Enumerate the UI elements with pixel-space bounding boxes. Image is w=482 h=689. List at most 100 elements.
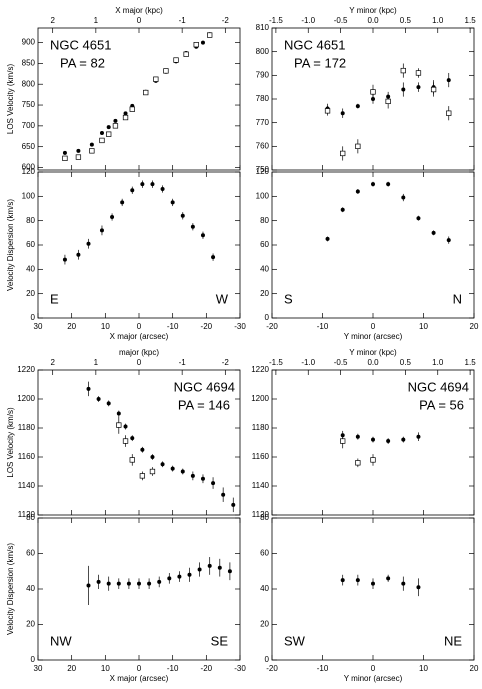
annotation: NGC 4651 [50, 37, 111, 52]
filled-marker [200, 233, 205, 238]
y-tick-label: 810 [256, 23, 270, 32]
top-x-tick-label: 2 [50, 358, 55, 367]
filled-marker [340, 207, 345, 212]
y-tick-label: 100 [22, 191, 36, 200]
x-tick-label: -10 [167, 664, 179, 673]
filled-marker [401, 87, 406, 92]
top-x-tick-label: 1.0 [432, 16, 444, 25]
top-x-tick-label: 0 [137, 16, 142, 25]
top-x-tick-label: 0 [137, 358, 142, 367]
filled-marker [106, 401, 111, 406]
y-tick-label: 80 [260, 513, 269, 522]
top-x-tick-label: -1.5 [269, 16, 283, 25]
x-tick-label: 0 [137, 322, 142, 331]
filled-marker [180, 469, 185, 474]
top-x-axis-label: Y minor (kpc) [349, 348, 397, 357]
x-tick-label: 10 [419, 322, 428, 331]
filled-marker [140, 182, 145, 187]
annotation: PA = 82 [60, 55, 105, 70]
annotation: PA = 146 [178, 397, 230, 412]
annotation: NGC 4651 [284, 37, 345, 52]
x-tick-label: -30 [234, 322, 246, 331]
y-tick-label: 60 [260, 240, 269, 249]
filled-marker [200, 476, 205, 481]
open-marker [129, 106, 135, 112]
filled-marker [371, 182, 375, 187]
filled-marker [227, 569, 232, 574]
y-tick-label: 1140 [252, 481, 270, 490]
x-tick-label: 20 [470, 664, 479, 673]
filled-marker [140, 447, 145, 452]
open-marker [75, 154, 82, 160]
top-x-tick-label: -0.5 [334, 358, 348, 367]
top-x-tick-label: 0.0 [367, 16, 379, 25]
y-axis-label: LOS Velocity (km/s) [6, 407, 15, 478]
open-marker [139, 473, 146, 479]
filled-marker [170, 200, 175, 205]
filled-marker [416, 585, 421, 590]
filled-marker [180, 213, 185, 218]
y-tick-label: 850 [22, 59, 36, 68]
top-x-tick-label: -1 [179, 358, 187, 367]
open-marker [207, 32, 213, 38]
y-tick-label: 650 [22, 142, 36, 151]
filled-marker [200, 40, 205, 45]
y-tick-label: 1160 [18, 452, 36, 461]
y-tick-label: 0 [31, 313, 36, 322]
annotation: SW [284, 633, 306, 648]
open-marker [122, 114, 129, 121]
open-marker [153, 76, 159, 82]
open-marker [430, 86, 437, 93]
filled-marker [371, 581, 375, 586]
filled-marker [187, 572, 192, 577]
annotation: W [216, 291, 229, 306]
filled-marker [106, 581, 111, 586]
y-tick-label: 20 [260, 620, 269, 629]
filled-marker [89, 142, 94, 147]
open-marker [324, 108, 331, 114]
x-tick-label: 10 [419, 664, 428, 673]
filled-marker [416, 434, 421, 439]
x-tick-label: 20 [67, 664, 76, 673]
y-tick-label: 1200 [251, 394, 269, 403]
filled-marker [96, 397, 101, 401]
open-marker [149, 468, 156, 475]
filled-marker [170, 466, 175, 471]
filled-marker [416, 85, 421, 90]
filled-marker [110, 215, 115, 220]
top-x-axis-label: Y minor (kpc) [349, 6, 397, 15]
filled-marker [113, 118, 118, 123]
open-marker [446, 110, 452, 116]
filled-marker [386, 439, 391, 444]
y-tick-label: 700 [22, 121, 36, 130]
filled-marker [231, 502, 236, 507]
filled-marker [126, 581, 131, 586]
y-tick-label: 780 [256, 94, 270, 103]
filled-marker [355, 434, 360, 439]
y-tick-label: 0 [265, 313, 270, 322]
y-tick-label: 20 [26, 620, 35, 629]
filled-marker [371, 437, 375, 442]
filled-marker [137, 581, 141, 586]
filled-marker [96, 579, 101, 584]
open-marker [122, 438, 129, 444]
filled-marker [130, 188, 135, 193]
plot-frame [37, 171, 241, 319]
annotation: NW [50, 633, 72, 648]
top-x-tick-label: -1 [179, 16, 187, 25]
y-tick-label: 0 [265, 655, 270, 664]
y-tick-label: 20 [26, 289, 35, 298]
top-x-tick-label: -1.5 [269, 358, 283, 367]
open-marker [415, 70, 422, 76]
filled-marker [211, 255, 216, 260]
top-x-tick-label: 0.5 [400, 16, 412, 25]
top-x-tick-label: -2 [222, 358, 230, 367]
filled-marker [86, 241, 91, 246]
filled-marker [197, 567, 202, 572]
open-marker [400, 67, 406, 74]
filled-marker [355, 189, 360, 194]
x-tick-label: -30 [234, 664, 246, 673]
y-tick-label: 60 [260, 549, 269, 558]
filled-marker [99, 228, 104, 233]
y-tick-label: 1180 [18, 423, 36, 432]
